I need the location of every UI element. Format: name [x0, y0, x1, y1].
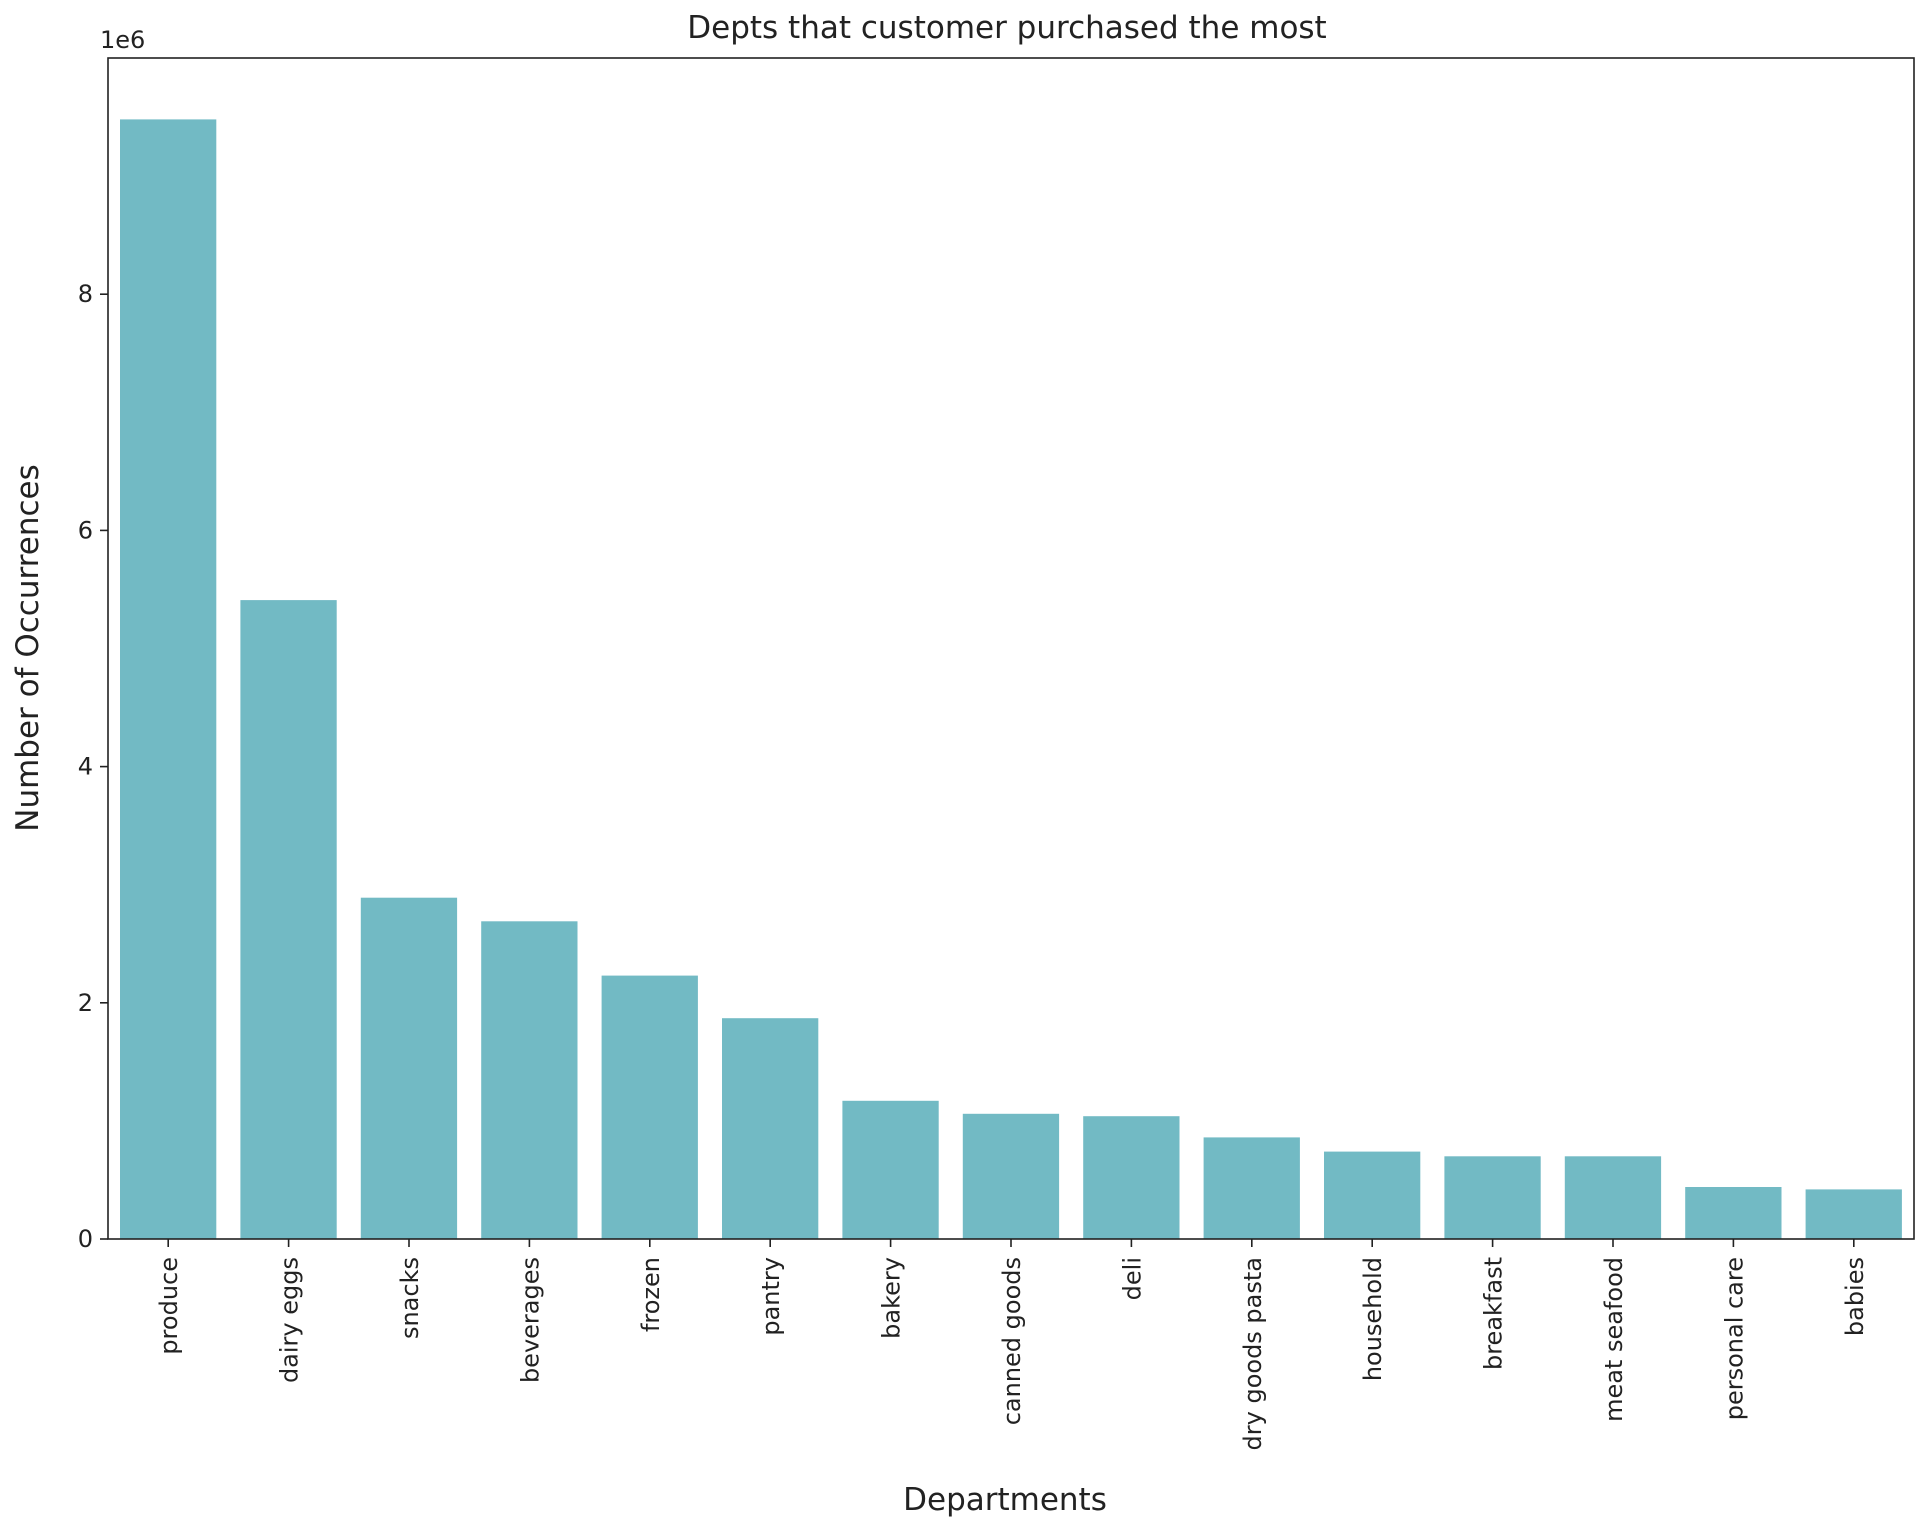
x-tick-label: canned goods: [998, 1257, 1026, 1425]
bar-deli: [1083, 1116, 1180, 1239]
y-axis-label: Number of Occurrences: [10, 464, 46, 832]
y-tick-label: 8: [78, 280, 93, 308]
y-offset-label: 1e6: [100, 26, 145, 54]
bar-meat-seafood: [1564, 1156, 1662, 1239]
x-tick-label: meat seafood: [1600, 1257, 1628, 1422]
x-tick-label: beverages: [516, 1257, 544, 1383]
bar-canned-goods: [962, 1113, 1060, 1239]
y-tick-label: 0: [78, 1225, 93, 1253]
bar-breakfast: [1444, 1156, 1541, 1239]
x-tick-label: frozen: [637, 1257, 665, 1332]
bar-frozen: [601, 975, 698, 1239]
y-axis-ticks: 0 2 4 6 8: [78, 280, 108, 1253]
x-tick-label: babies: [1841, 1257, 1869, 1336]
x-tick-label: dry goods pasta: [1239, 1257, 1267, 1450]
bar-household: [1324, 1151, 1421, 1239]
bar-pantry: [722, 1018, 819, 1239]
bar-bakery: [842, 1100, 939, 1239]
x-tick-label: dairy eggs: [276, 1257, 304, 1383]
x-axis-ticks: produce dairy eggs snacks beverages frozen pa…: [155, 1239, 1869, 1450]
x-tick-label: pantry: [757, 1257, 785, 1336]
y-tick-label: 2: [78, 989, 93, 1017]
x-tick-label: snacks: [396, 1257, 424, 1339]
chart-title: Depts that customer purchased the most: [687, 10, 1326, 46]
x-tick-label: household: [1359, 1257, 1387, 1381]
bar-dry-goods-pasta: [1203, 1137, 1300, 1239]
y-tick-label: 6: [78, 516, 93, 544]
bar-produce: [120, 119, 217, 1239]
bar-personal-care: [1685, 1187, 1782, 1239]
x-tick-label: personal care: [1720, 1257, 1748, 1420]
x-axis-label: Departments: [903, 1482, 1107, 1518]
x-tick-label: breakfast: [1480, 1257, 1508, 1370]
plot-frame: [107, 57, 1915, 1240]
bars-layer: [120, 119, 1902, 1239]
bar-dairy-eggs: [240, 600, 337, 1239]
bar-snacks: [360, 897, 458, 1239]
x-tick-label: produce: [155, 1257, 183, 1355]
bar-beverages: [481, 921, 578, 1239]
bar-babies: [1805, 1189, 1902, 1239]
x-tick-label: bakery: [878, 1257, 906, 1339]
x-tick-label: deli: [1118, 1257, 1146, 1300]
y-tick-label: 4: [78, 753, 93, 781]
